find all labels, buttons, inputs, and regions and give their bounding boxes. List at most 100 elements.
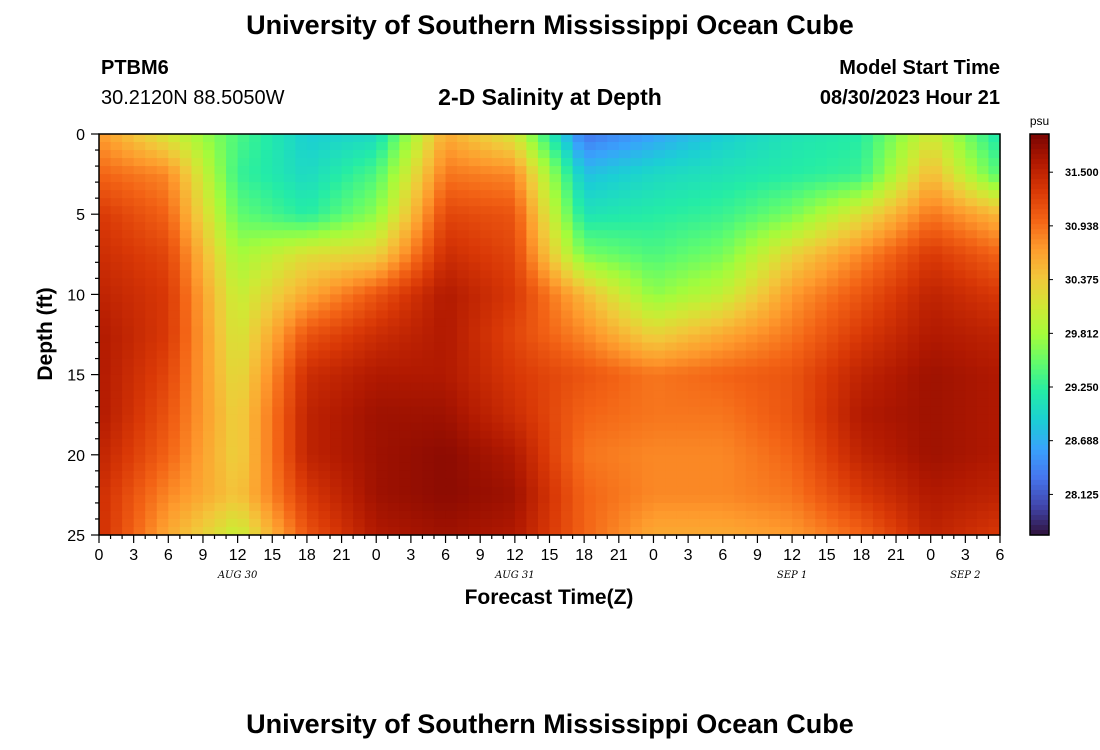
heatmap-cell [907, 142, 920, 151]
heatmap-cell [815, 374, 828, 384]
colorbar-segment [1030, 139, 1049, 145]
heatmap-cell [792, 422, 805, 432]
heatmap-cell [803, 334, 816, 344]
heatmap-cell [318, 398, 331, 408]
heatmap-cell [491, 374, 504, 384]
heatmap-cell [503, 486, 516, 496]
heatmap-cell [745, 238, 759, 247]
heatmap-cell [699, 142, 712, 151]
heatmap-cell [202, 422, 216, 432]
heatmap-cell [768, 446, 782, 456]
heatmap-cell [849, 390, 862, 400]
heatmap-cell [214, 462, 227, 472]
heatmap-cell [376, 254, 389, 263]
heatmap-cell [768, 270, 782, 279]
heatmap-cell [896, 302, 909, 312]
heatmap-cell [503, 206, 516, 215]
heatmap-cell [849, 430, 862, 440]
x-date-label: SEP 2 [950, 570, 980, 581]
heatmap-cell [399, 302, 412, 312]
heatmap-cell [457, 318, 470, 328]
heatmap-cell [272, 262, 285, 271]
heatmap-cell [745, 446, 759, 456]
heatmap-cell [745, 350, 759, 360]
heatmap-cell [260, 238, 273, 247]
heatmap-cell [376, 262, 389, 271]
heatmap-cell [965, 310, 978, 320]
heatmap-cell [99, 318, 112, 328]
heatmap-cell [318, 150, 331, 159]
heatmap-cell [318, 190, 331, 199]
heatmap-cell [503, 494, 516, 504]
heatmap-cell [514, 302, 527, 312]
heatmap-cell [722, 286, 735, 295]
heatmap-cell [341, 446, 354, 456]
heatmap-cell [722, 214, 735, 223]
heatmap-cell [410, 302, 424, 312]
heatmap-cell [907, 150, 920, 159]
heatmap-cell [734, 294, 747, 304]
heatmap-cell [445, 334, 458, 344]
heatmap-cell [445, 230, 458, 239]
heatmap-cell [872, 262, 886, 271]
heatmap-cell [584, 350, 597, 360]
heatmap-cell [249, 422, 262, 432]
heatmap-cell [722, 246, 735, 255]
heatmap-cell [584, 358, 597, 368]
heatmap-cell [595, 206, 608, 215]
heatmap-cell [272, 382, 285, 392]
heatmap-cell [907, 422, 920, 432]
heatmap-cell [872, 174, 886, 183]
heatmap-cell [99, 190, 112, 199]
heatmap-cell [815, 462, 828, 472]
heatmap-cell [734, 414, 747, 424]
heatmap-cell [688, 182, 701, 191]
heatmap-cell [237, 270, 250, 279]
heatmap-cell [468, 382, 481, 392]
heatmap-cell [688, 430, 701, 440]
heatmap-cell [122, 310, 135, 320]
heatmap-cell [930, 478, 943, 488]
heatmap-cell [953, 478, 966, 488]
heatmap-cell [503, 294, 516, 304]
heatmap-cell [537, 158, 551, 167]
heatmap-cell [364, 454, 377, 464]
heatmap-cell [919, 222, 932, 231]
heatmap-cell [283, 414, 296, 424]
heatmap-cell [595, 134, 608, 143]
heatmap-cell [930, 166, 943, 175]
heatmap-cell [260, 174, 273, 183]
heatmap-cell [399, 406, 412, 416]
heatmap-cell [976, 182, 990, 191]
heatmap-cell [711, 486, 724, 496]
heatmap-cell [330, 222, 343, 231]
heatmap-cell [306, 510, 320, 520]
heatmap-cell [630, 134, 643, 143]
heatmap-cell [768, 478, 782, 488]
heatmap-cell [491, 286, 504, 295]
heatmap-cell [202, 302, 216, 312]
heatmap-cell [711, 478, 724, 488]
heatmap-cell [826, 430, 839, 440]
plot-title: 2-D Salinity at Depth [438, 84, 662, 110]
heatmap-cell [976, 246, 990, 255]
heatmap-cell [202, 262, 216, 271]
colorbar-segment [1030, 499, 1049, 506]
heatmap-cell [445, 342, 458, 352]
heatmap-cell [815, 134, 828, 143]
colorbar-segment [1030, 154, 1049, 160]
heatmap-cell [618, 142, 631, 151]
heatmap-cell [399, 310, 412, 320]
heatmap-cell [792, 382, 805, 392]
heatmap-cell [537, 222, 551, 231]
heatmap-cell [722, 294, 735, 304]
heatmap-cell [491, 174, 504, 183]
heatmap-cell [572, 302, 585, 312]
heatmap-cell [549, 358, 562, 368]
heatmap-cell [122, 134, 135, 143]
heatmap-cell [930, 446, 943, 456]
heatmap-cell [884, 454, 897, 464]
heatmap-cell [838, 390, 851, 400]
heatmap-cell [988, 294, 1001, 304]
heatmap-cell [745, 358, 759, 368]
